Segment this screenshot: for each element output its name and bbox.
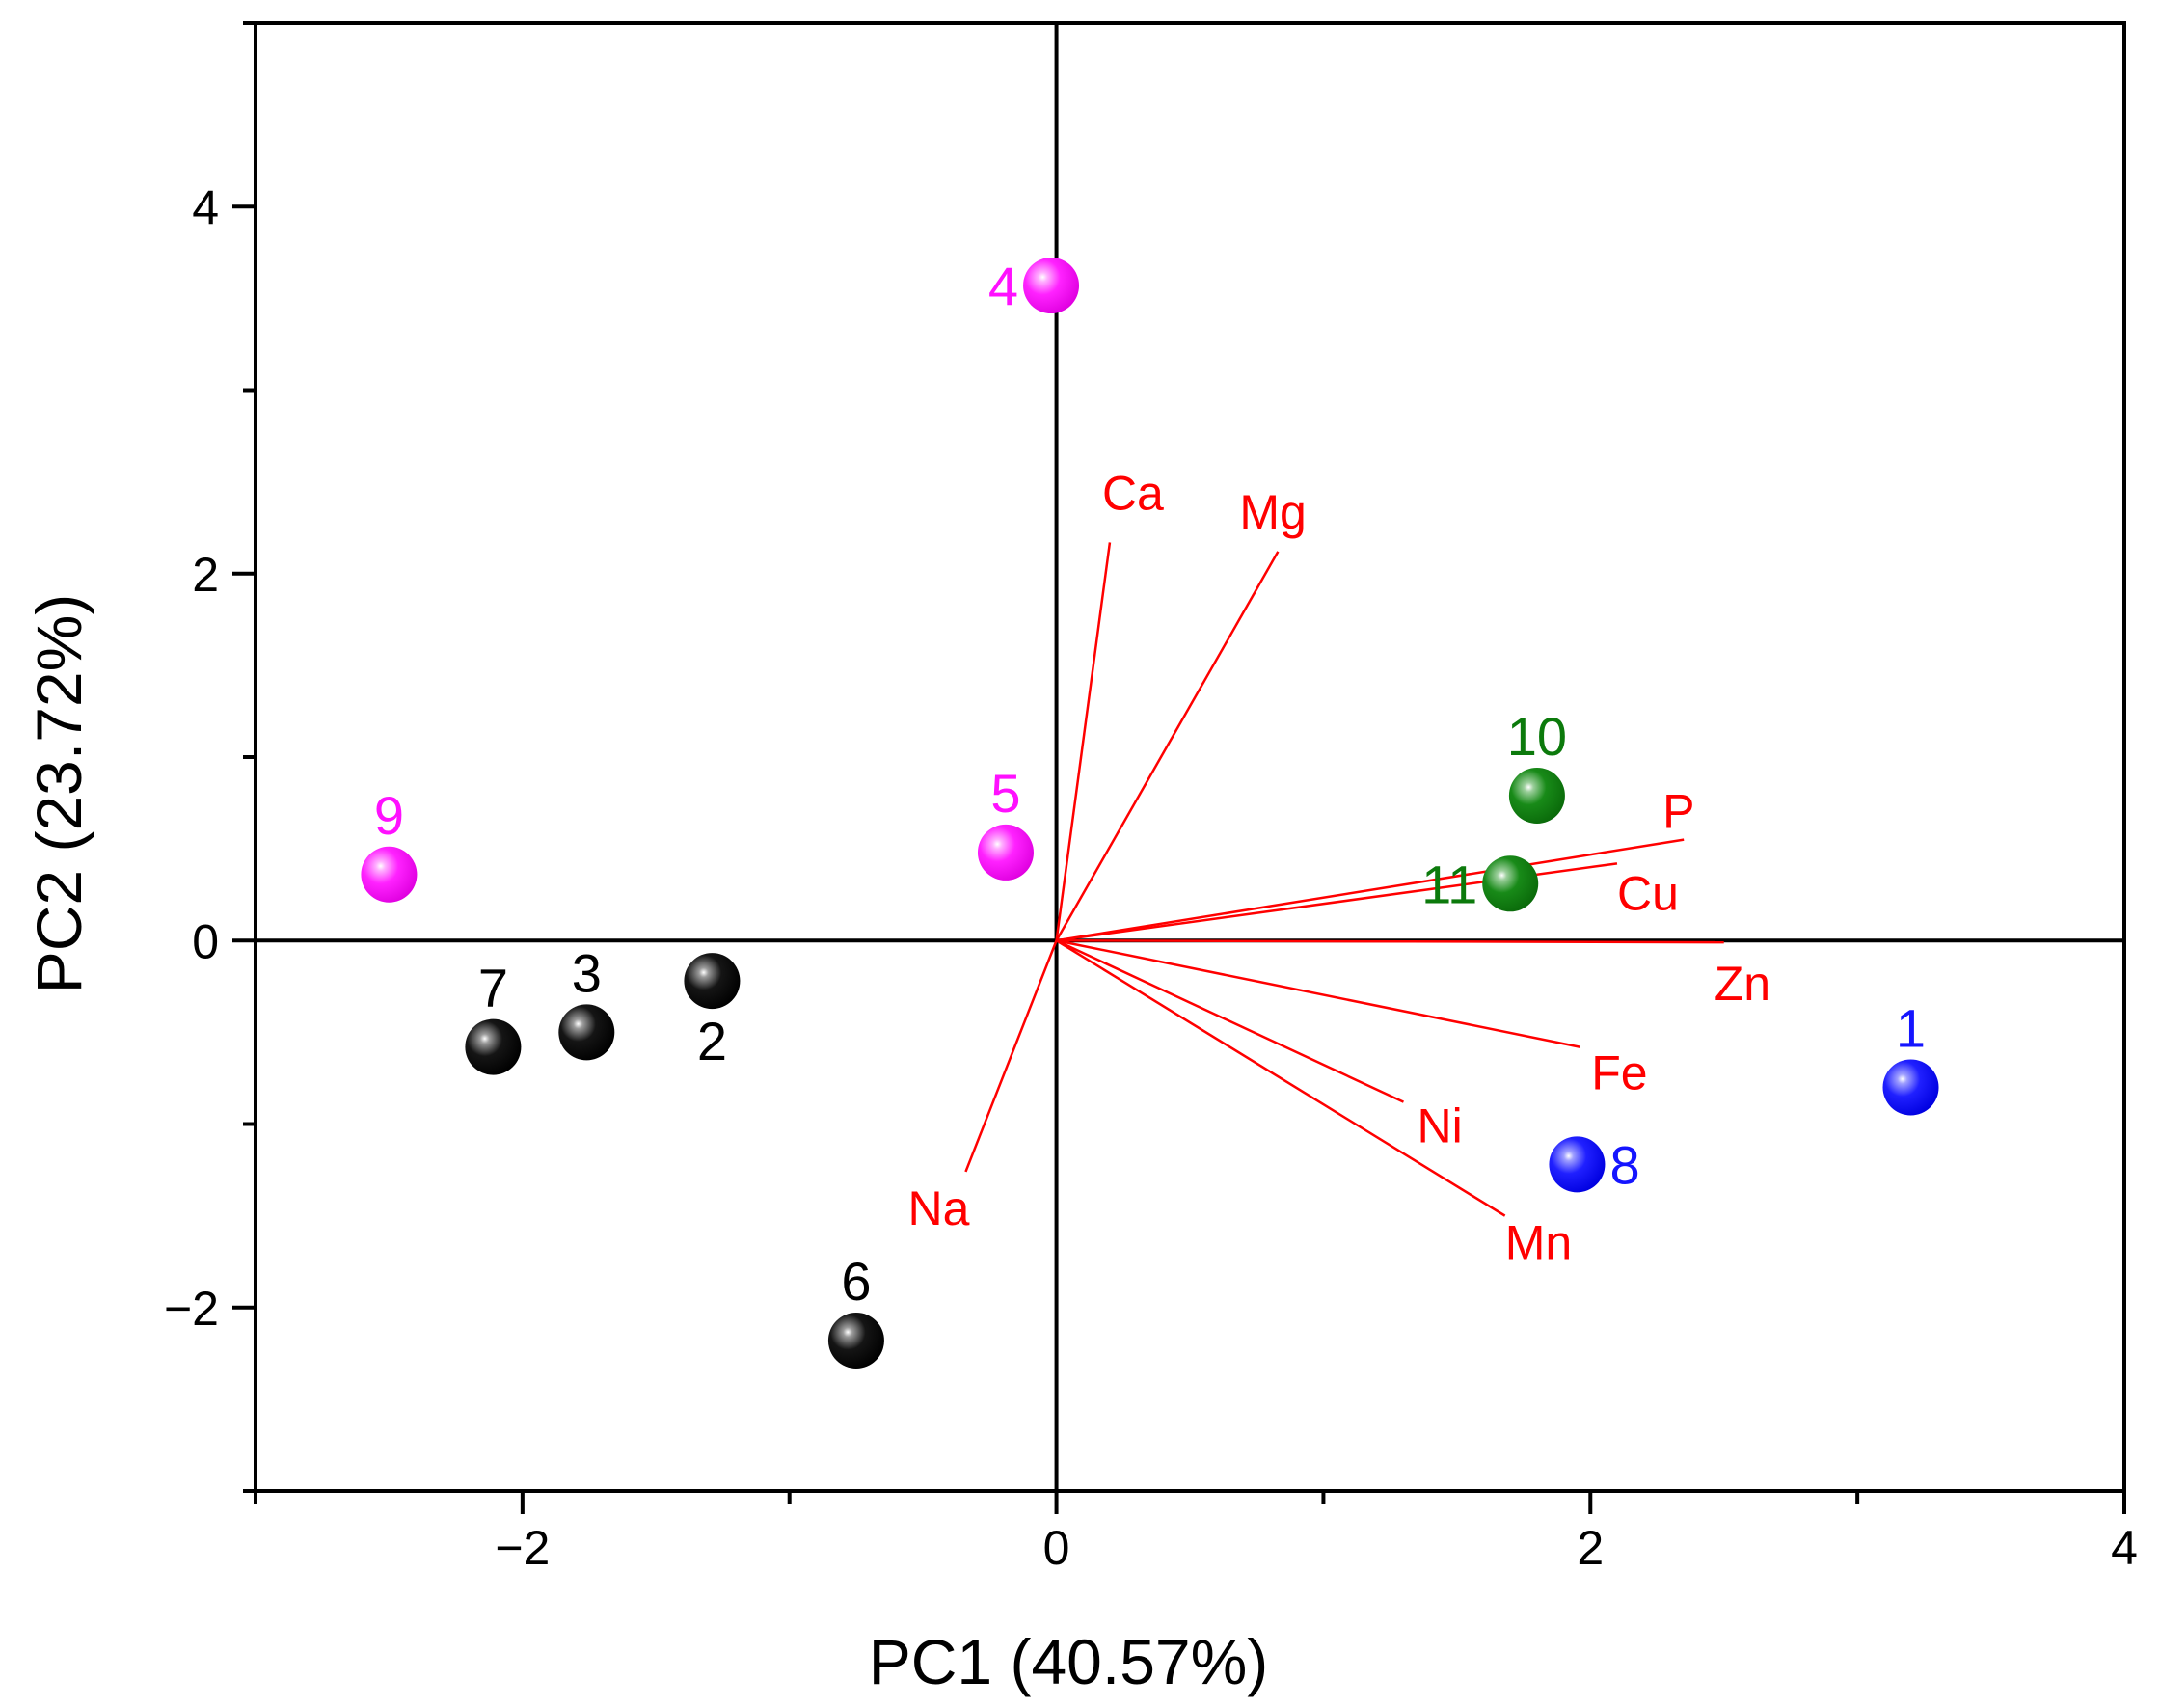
x-tick-label: 0	[1043, 1521, 1070, 1575]
score-point-4	[1023, 258, 1080, 314]
loading-vector-fe	[1056, 939, 1580, 1048]
score-label-9: 9	[374, 785, 404, 846]
x-tick-label: −2	[495, 1521, 550, 1575]
score-label-4: 4	[988, 256, 1018, 316]
loading-label-cu: Cu	[1617, 866, 1679, 920]
score-point-11	[1482, 855, 1539, 912]
plot-frame	[254, 21, 2126, 1493]
y-tick-label: 4	[192, 180, 219, 234]
score-point-8	[1549, 1136, 1606, 1193]
loading-vector-na	[964, 939, 1058, 1173]
score-label-11: 11	[1421, 854, 1477, 914]
score-point-2	[684, 953, 741, 1010]
loading-vector-mg	[1055, 551, 1280, 941]
y-tick-label: 2	[192, 548, 219, 602]
y-tick-label: 0	[192, 914, 219, 968]
score-points: 1 2 3 4 5 6 7 8 9 10 11	[361, 256, 1939, 1369]
score-label-8: 8	[1609, 1134, 1639, 1195]
reference-lines	[256, 23, 2124, 1491]
score-label-7: 7	[478, 958, 508, 1018]
score-point-6	[827, 1312, 884, 1369]
y-tick-label: −2	[164, 1282, 219, 1336]
loading-label-fe: Fe	[1591, 1046, 1647, 1100]
loading-label-ca: Ca	[1102, 466, 1164, 520]
score-point-9	[361, 846, 418, 903]
loading-label-ni: Ni	[1417, 1099, 1462, 1153]
loading-label-zn: Zn	[1714, 957, 1770, 1011]
score-label-2: 2	[697, 1011, 727, 1071]
x-axis-title: PC1 (40.57%)	[869, 1626, 1269, 1697]
loading-label-mn: Mn	[1505, 1216, 1572, 1270]
loading-vector-ca	[1055, 542, 1112, 941]
score-point-3	[558, 1004, 615, 1061]
loading-vector-ni	[1056, 939, 1405, 1103]
loading-label-mg: Mg	[1239, 485, 1306, 539]
loading-vector-p	[1056, 838, 1685, 942]
x-tick-label: 2	[1577, 1521, 1604, 1575]
x-tick-label: 4	[2111, 1521, 2138, 1575]
score-label-6: 6	[841, 1251, 871, 1312]
score-label-10: 10	[1507, 706, 1567, 767]
score-label-3: 3	[572, 942, 602, 1003]
score-point-5	[977, 824, 1034, 881]
plot-border	[254, 21, 2126, 1493]
score-label-5: 5	[990, 763, 1020, 824]
score-point-10	[1508, 767, 1565, 824]
loading-label-p: P	[1662, 785, 1694, 839]
score-point-7	[465, 1018, 522, 1075]
loading-vectors: Ca Mg P Cu Zn Fe Ni Mn Na	[907, 466, 1770, 1269]
axis-ticks: −2 0 2 4 −2 0 2 4	[164, 21, 2138, 1575]
loading-label-na: Na	[907, 1181, 969, 1235]
score-point-1	[1882, 1059, 1939, 1116]
score-label-1: 1	[1896, 997, 1926, 1058]
loading-vector-zn	[1056, 939, 1724, 944]
loading-vector-mn	[1055, 939, 1506, 1217]
y-axis-title: PC2 (23.72%)	[23, 594, 94, 994]
